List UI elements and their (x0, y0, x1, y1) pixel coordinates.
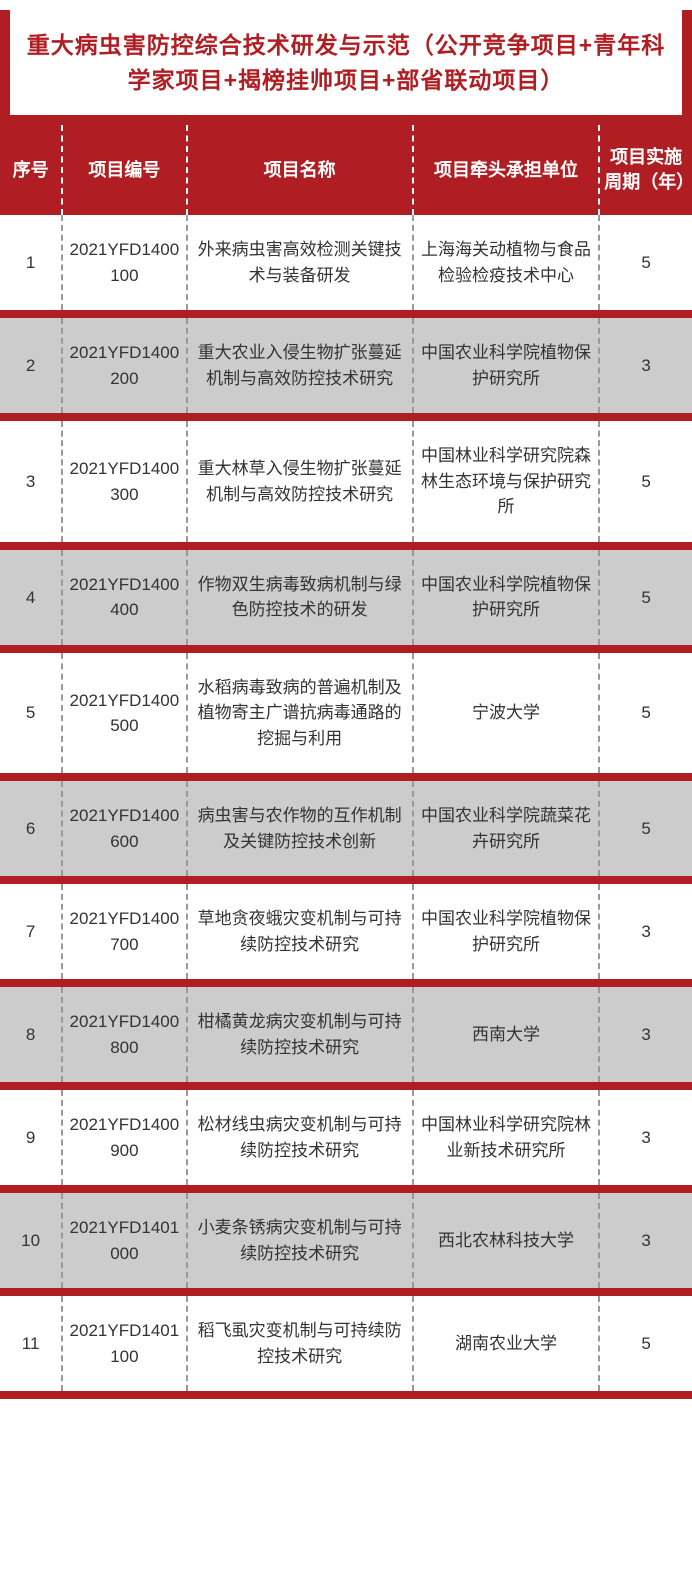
cell-name: 草地贪夜蛾灾变机制与可持续防控技术研究 (187, 884, 413, 979)
spacer-row (0, 1288, 692, 1296)
cell-period: 3 (599, 318, 692, 413)
spacer-cell (0, 979, 692, 987)
table-row: 72021YFD1400700草地贪夜蛾灾变机制与可持续防控技术研究中国农业科学… (0, 884, 692, 979)
cell-seq: 5 (0, 653, 62, 774)
cell-period: 5 (599, 1296, 692, 1391)
header-code: 项目编号 (62, 125, 186, 215)
header-seq: 序号 (0, 125, 62, 215)
cell-code: 2021YFD1400600 (62, 781, 186, 876)
cell-seq: 3 (0, 421, 62, 542)
spacer-row (0, 1185, 692, 1193)
cell-period: 5 (599, 421, 692, 542)
cell-code: 2021YFD1400400 (62, 550, 186, 645)
table-row: 92021YFD1400900松材线虫病灾变机制与可持续防控技术研究中国林业科学… (0, 1090, 692, 1185)
spacer-row (0, 645, 692, 653)
cell-seq: 9 (0, 1090, 62, 1185)
cell-name: 重大农业入侵生物扩张蔓延机制与高效防控技术研究 (187, 318, 413, 413)
cell-period: 3 (599, 987, 692, 1082)
table-row: 22021YFD1400200重大农业入侵生物扩张蔓延机制与高效防控技术研究中国… (0, 318, 692, 413)
table-header-row: 序号 项目编号 项目名称 项目牵头承担单位 项目实施周期（年） (0, 125, 692, 215)
spacer-cell (0, 310, 692, 318)
cell-seq: 7 (0, 884, 62, 979)
cell-code: 2021YFD1401000 (62, 1193, 186, 1288)
cell-seq: 6 (0, 781, 62, 876)
document-title: 重大病虫害防控综合技术研发与示范（公开竞争项目+青年科学家项目+揭榜挂帅项目+部… (22, 28, 670, 97)
cell-name: 外来病虫害高效检测关键技术与装备研发 (187, 215, 413, 310)
cell-code: 2021YFD1400900 (62, 1090, 186, 1185)
cell-code: 2021YFD1400800 (62, 987, 186, 1082)
table-body: 12021YFD1400100外来病虫害高效检测关键技术与装备研发上海海关动植物… (0, 215, 692, 1399)
cell-org: 上海海关动植物与食品检验检疫技术中心 (413, 215, 600, 310)
cell-code: 2021YFD1400200 (62, 318, 186, 413)
cell-name: 稻飞虱灾变机制与可持续防控技术研究 (187, 1296, 413, 1391)
header-org: 项目牵头承担单位 (413, 125, 600, 215)
cell-period: 3 (599, 1090, 692, 1185)
cell-seq: 1 (0, 215, 62, 310)
cell-org: 中国农业科学院植物保护研究所 (413, 318, 600, 413)
table-row: 52021YFD1400500水稻病毒致病的普遍机制及植物寄主广谱抗病毒通路的挖… (0, 653, 692, 774)
spacer-cell (0, 1082, 692, 1090)
cell-name: 柑橘黄龙病灾变机制与可持续防控技术研究 (187, 987, 413, 1082)
document-container: 重大病虫害防控综合技术研发与示范（公开竞争项目+青年科学家项目+揭榜挂帅项目+部… (0, 10, 692, 1399)
spacer-row (0, 979, 692, 987)
table-row: 12021YFD1400100外来病虫害高效检测关键技术与装备研发上海海关动植物… (0, 215, 692, 310)
cell-code: 2021YFD1400500 (62, 653, 186, 774)
spacer-row (0, 876, 692, 884)
spacer-cell (0, 542, 692, 550)
table-row: 42021YFD1400400作物双生病毒致病机制与绿色防控技术的研发中国农业科… (0, 550, 692, 645)
spacer-row (0, 413, 692, 421)
cell-name: 水稻病毒致病的普遍机制及植物寄主广谱抗病毒通路的挖掘与利用 (187, 653, 413, 774)
spacer-cell (0, 413, 692, 421)
cell-org: 湖南农业大学 (413, 1296, 600, 1391)
cell-name: 作物双生病毒致病机制与绿色防控技术的研发 (187, 550, 413, 645)
spacer-cell (0, 1185, 692, 1193)
spacer-row (0, 1391, 692, 1399)
cell-org: 西南大学 (413, 987, 600, 1082)
table-row: 32021YFD1400300重大林草入侵生物扩张蔓延机制与高效防控技术研究中国… (0, 421, 692, 542)
cell-name: 松材线虫病灾变机制与可持续防控技术研究 (187, 1090, 413, 1185)
title-box: 重大病虫害防控综合技术研发与示范（公开竞争项目+青年科学家项目+揭榜挂帅项目+部… (10, 10, 682, 115)
cell-org: 西北农林科技大学 (413, 1193, 600, 1288)
cell-org: 中国农业科学院植物保护研究所 (413, 884, 600, 979)
cell-period: 5 (599, 550, 692, 645)
cell-seq: 4 (0, 550, 62, 645)
spacer-cell (0, 773, 692, 781)
cell-org: 中国农业科学院植物保护研究所 (413, 550, 600, 645)
cell-code: 2021YFD1400300 (62, 421, 186, 542)
table-row: 62021YFD1400600病虫害与农作物的互作机制及关键防控技术创新中国农业… (0, 781, 692, 876)
spacer-cell (0, 876, 692, 884)
table-row: 82021YFD1400800柑橘黄龙病灾变机制与可持续防控技术研究西南大学3 (0, 987, 692, 1082)
spacer-row (0, 773, 692, 781)
cell-seq: 11 (0, 1296, 62, 1391)
cell-code: 2021YFD1400700 (62, 884, 186, 979)
cell-period: 5 (599, 215, 692, 310)
spacer-row (0, 1082, 692, 1090)
table-row: 112021YFD1401100稻飞虱灾变机制与可持续防控技术研究湖南农业大学5 (0, 1296, 692, 1391)
spacer-row (0, 310, 692, 318)
spacer-cell (0, 1391, 692, 1399)
cell-code: 2021YFD1400100 (62, 215, 186, 310)
cell-name: 重大林草入侵生物扩张蔓延机制与高效防控技术研究 (187, 421, 413, 542)
spacer-row (0, 542, 692, 550)
cell-period: 5 (599, 781, 692, 876)
cell-org: 宁波大学 (413, 653, 600, 774)
cell-org: 中国林业科学研究院林业新技术研究所 (413, 1090, 600, 1185)
cell-org: 中国林业科学研究院森林生态环境与保护研究所 (413, 421, 600, 542)
cell-org: 中国农业科学院蔬菜花卉研究所 (413, 781, 600, 876)
cell-period: 5 (599, 653, 692, 774)
cell-name: 小麦条锈病灾变机制与可持续防控技术研究 (187, 1193, 413, 1288)
cell-seq: 8 (0, 987, 62, 1082)
cell-period: 3 (599, 884, 692, 979)
table-row: 102021YFD1401000小麦条锈病灾变机制与可持续防控技术研究西北农林科… (0, 1193, 692, 1288)
cell-name: 病虫害与农作物的互作机制及关键防控技术创新 (187, 781, 413, 876)
cell-code: 2021YFD1401100 (62, 1296, 186, 1391)
cell-seq: 10 (0, 1193, 62, 1288)
header-period: 项目实施周期（年） (599, 125, 692, 215)
project-table: 序号 项目编号 项目名称 项目牵头承担单位 项目实施周期（年） 12021YFD… (0, 125, 692, 1399)
spacer-cell (0, 1288, 692, 1296)
header-name: 项目名称 (187, 125, 413, 215)
cell-seq: 2 (0, 318, 62, 413)
spacer-cell (0, 645, 692, 653)
cell-period: 3 (599, 1193, 692, 1288)
